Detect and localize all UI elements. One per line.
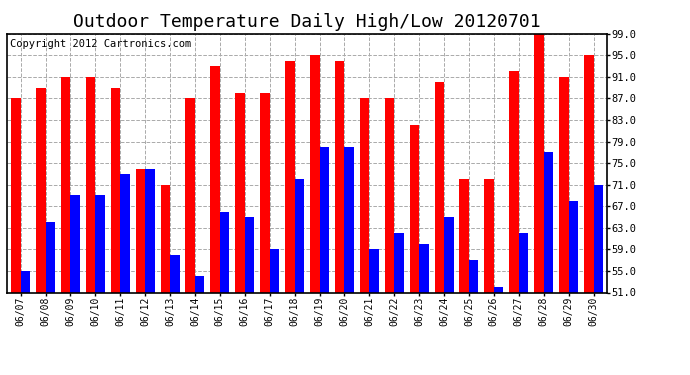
Bar — [21, 271, 30, 292]
Bar — [319, 147, 329, 292]
Bar — [344, 147, 354, 292]
Text: Copyright 2012 Cartronics.com: Copyright 2012 Cartronics.com — [10, 39, 191, 49]
Bar — [544, 152, 553, 292]
Bar — [111, 88, 120, 292]
Bar — [444, 217, 453, 292]
Bar — [469, 260, 478, 292]
Title: Outdoor Temperature Daily High/Low 20120701: Outdoor Temperature Daily High/Low 20120… — [73, 13, 541, 31]
Bar — [410, 125, 419, 292]
Bar — [519, 233, 529, 292]
Bar — [245, 217, 254, 292]
Bar — [593, 185, 603, 292]
Bar — [310, 56, 319, 292]
Bar — [145, 168, 155, 292]
Bar — [210, 66, 220, 292]
Bar — [235, 93, 245, 292]
Bar — [335, 61, 344, 292]
Bar — [86, 77, 95, 292]
Bar — [285, 61, 295, 292]
Bar — [295, 179, 304, 292]
Bar — [186, 99, 195, 292]
Bar — [195, 276, 204, 292]
Bar — [369, 249, 379, 292]
Bar — [509, 72, 519, 292]
Bar — [136, 168, 145, 292]
Bar — [494, 287, 503, 292]
Bar — [270, 249, 279, 292]
Bar — [170, 255, 179, 292]
Bar — [36, 88, 46, 292]
Bar — [120, 174, 130, 292]
Bar — [435, 82, 444, 292]
Bar — [484, 179, 494, 292]
Bar — [260, 93, 270, 292]
Bar — [70, 195, 80, 292]
Bar — [559, 77, 569, 292]
Bar — [569, 201, 578, 292]
Bar — [46, 222, 55, 292]
Bar — [220, 211, 229, 292]
Bar — [11, 99, 21, 292]
Bar — [95, 195, 105, 292]
Bar — [534, 34, 544, 292]
Bar — [460, 179, 469, 292]
Bar — [360, 99, 369, 292]
Bar — [394, 233, 404, 292]
Bar — [61, 77, 70, 292]
Bar — [419, 244, 428, 292]
Bar — [584, 56, 593, 292]
Bar — [161, 185, 170, 292]
Bar — [385, 99, 394, 292]
